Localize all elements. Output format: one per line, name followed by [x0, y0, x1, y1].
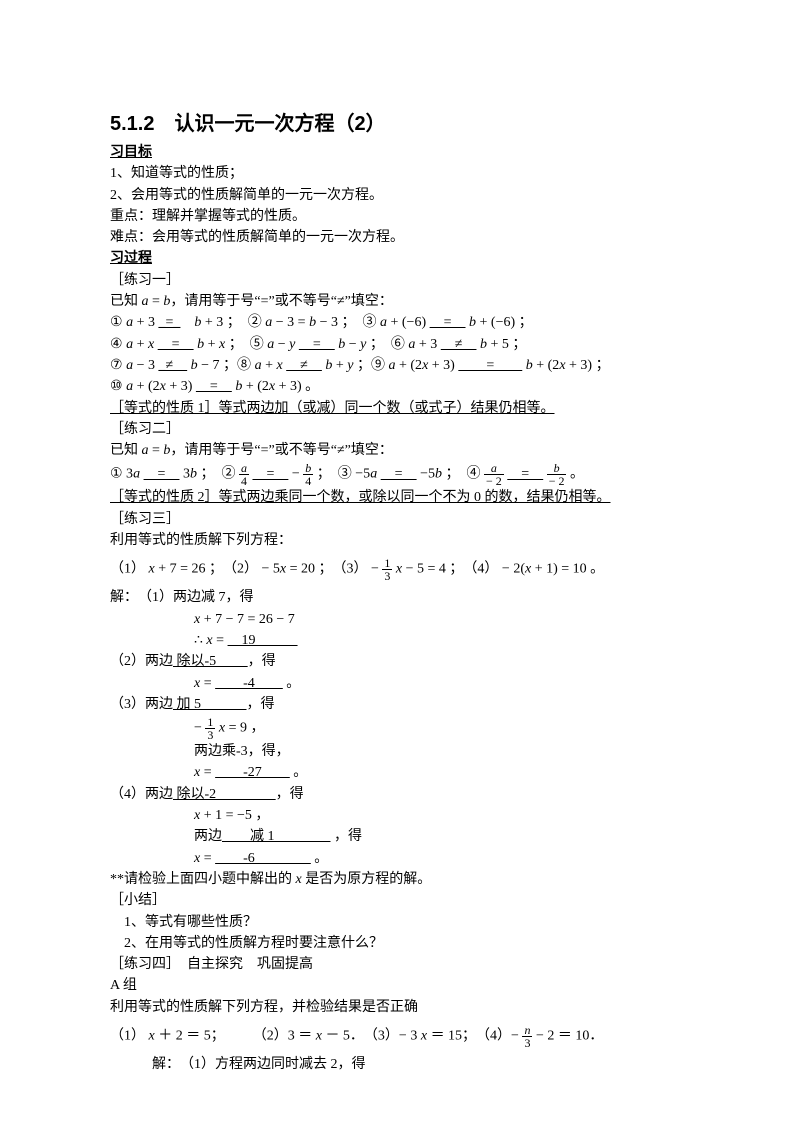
exercise-1-label: ［练习一］	[110, 271, 690, 291]
questions-4: （1） x ＋ 2 ＝ 5； （2）3 ＝ x － 5． （3）− 3 x ＝ …	[110, 1024, 690, 1049]
exercise-4-label: ［练习四］ 自主探究 巩固提高	[110, 955, 690, 975]
heading-process: 习过程	[110, 249, 690, 269]
exercise-2-label: ［练习二］	[110, 420, 690, 440]
sol-2a: x = -4 。	[110, 674, 690, 694]
objective-2: 2、会用等式的性质解简单的一元一次方程。	[110, 186, 690, 206]
property-1: ［等式的性质 1］等式两边加（或减）同一个数（或式子）结果仍相等。	[110, 399, 690, 419]
exercise-4-title: 利用等式的性质解下列方程，并检验结果是否正确	[110, 998, 690, 1018]
group-a: A 组	[110, 976, 690, 996]
sol-3b: 两边乘-3，得，	[110, 742, 690, 762]
given-1: 已知 a = b，请用等于号“=”或不等号“≠”填空：	[110, 292, 690, 312]
sol-3: （3）两边 加 5 ，得	[110, 695, 690, 715]
fill-line-4: ⑩ a + (2x + 3) = b + (2x + 3) 。	[110, 377, 690, 397]
page: 5.1.2 认识一元一次方程（2） 习目标 1、知道等式的性质； 2、会用等式的…	[0, 0, 800, 1131]
difficult-point: 难点：会用等式的性质解简单的一元一次方程。	[110, 228, 690, 248]
sol-4b: 两边 减 1 ，得	[110, 827, 690, 847]
solution-label: 解： （1）两边减 7，得	[110, 588, 690, 608]
summary-2: 2、在用等式的性质解方程时要注意什么？	[110, 934, 690, 954]
sol-4c: x = -6 。	[110, 849, 690, 869]
fill-line-2: ④ a + x = b + x ； ⑤ a − y = b − y ； ⑥ a …	[110, 335, 690, 355]
solution-4: 解： （1）方程两边同时减去 2，得	[110, 1055, 690, 1075]
summary-label: ［小结］	[110, 891, 690, 911]
summary-1: 1、等式有哪些性质？	[110, 913, 690, 933]
sol-2: （2）两边 除以-5 ，得	[110, 652, 690, 672]
sol-1b: ∴ x = 19	[110, 631, 690, 651]
fill-line-5: ① 3a = 3b ； ② a4 = − b4 ； ③ −5a = −5b ； …	[110, 462, 690, 487]
sol-4a: x + 1 = −5 ，	[110, 806, 690, 826]
exercise-3-title: 利用等式的性质解下列方程：	[110, 531, 690, 551]
fill-line-3: ⑦ a − 3 _≠ b − 7 ；⑧ a + x ≠ b + y ；⑨ a +…	[110, 356, 690, 376]
fill-line-1: ① a + 3 _=_ b + 3 ； ② a − 3 = b − 3 ； ③ …	[110, 313, 690, 333]
sol-1a: x + 7 − 7 = 26 − 7	[110, 610, 690, 630]
objective-1: 1、知道等式的性质；	[110, 164, 690, 184]
check-note: **请检验上面四小题中解出的 x 是否为原方程的解。	[110, 870, 690, 890]
exercise-3-label: ［练习三］	[110, 510, 690, 530]
heading-objectives: 习目标	[110, 143, 690, 163]
key-point: 重点：理解并掌握等式的性质。	[110, 207, 690, 227]
sol-3eq: − 13 x = 9 ，	[110, 716, 690, 741]
given-2: 已知 a = b，请用等于号“=”或不等号“≠”填空：	[110, 441, 690, 461]
questions-row: （1） x + 7 = 26 ； （2） − 5x = 20 ； （3） − 1…	[110, 557, 690, 582]
property-2: ［等式的性质 2］等式两边乘同一个数，或除以同一个不为 0 的数，结果仍相等。	[110, 488, 690, 508]
sol-3c: x = -27 。	[110, 763, 690, 783]
page-title: 5.1.2 认识一元一次方程（2）	[110, 110, 690, 139]
sol-4: （4）两边 除以-2 ，得	[110, 785, 690, 805]
